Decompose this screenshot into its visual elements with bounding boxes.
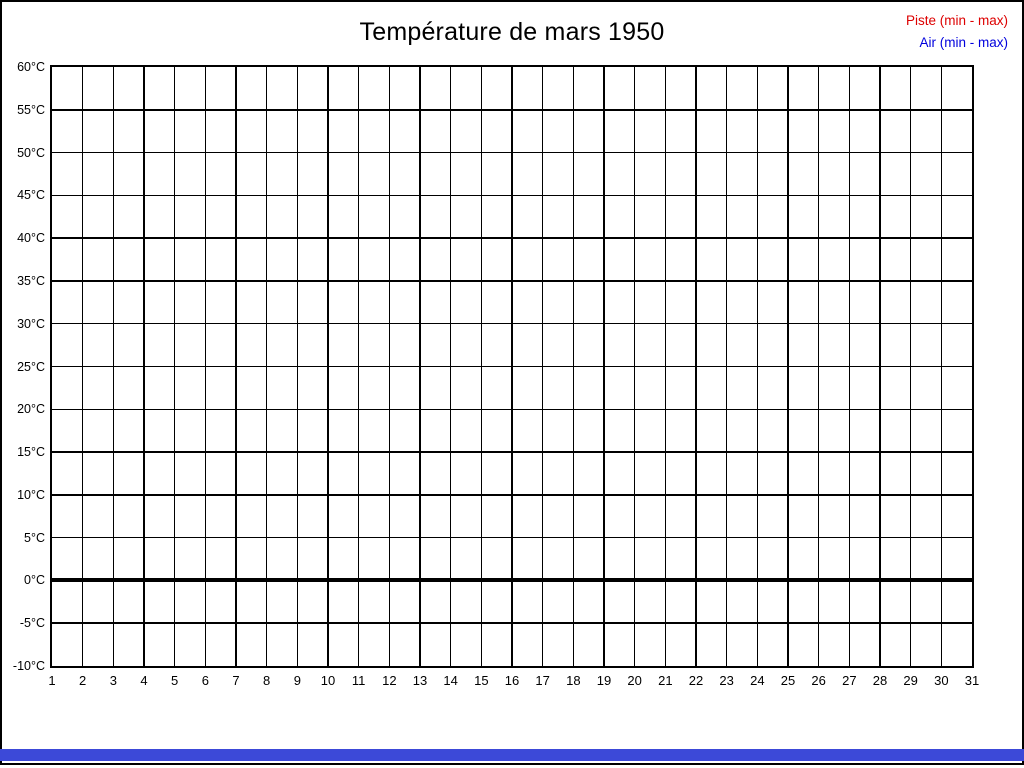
x-tick-label: 16 — [504, 673, 520, 688]
x-tick-label: 24 — [750, 673, 765, 688]
chart-title: Température de mars 1950 — [359, 18, 665, 46]
x-tick-label: 10 — [320, 673, 336, 688]
x-tick-label: 25 — [780, 673, 796, 688]
grid-line-horizontal — [52, 151, 972, 154]
x-tick-label: 12 — [382, 673, 397, 688]
y-tick-label: 60°C — [17, 60, 45, 74]
x-tick-label: 30 — [934, 673, 949, 688]
y-tick-label: 30°C — [17, 316, 45, 331]
plot-area: 1 2 3 4 5 6 7 8 9 10 11 12 13 14 15 16 17 18 19 20 21 22 23 24 2… — [13, 60, 979, 688]
x-tick-label: 18 — [566, 673, 581, 688]
x-tick-label: 19 — [596, 673, 612, 688]
x-tick-label: 6 — [201, 673, 209, 688]
x-tick-label: 13 — [412, 673, 428, 688]
x-tick-label: 29 — [903, 673, 918, 688]
y-tick-label: 15°C — [17, 445, 45, 460]
x-tick-label: 8 — [263, 673, 271, 688]
y-tick-label: -10°C — [12, 659, 45, 673]
x-tick-label: 17 — [535, 673, 550, 688]
y-tick-label: 25°C — [17, 359, 45, 374]
x-tick-label: 7 — [232, 673, 240, 688]
grid-line-horizontal — [52, 536, 972, 539]
x-tick-label: 1 — [48, 673, 56, 688]
x-tick-label: 5 — [171, 673, 179, 688]
x-tick-label: 15 — [474, 673, 489, 688]
x-tick-label: 27 — [842, 673, 857, 688]
grid-line-horizontal — [52, 237, 972, 239]
y-tick-label: 5°C — [24, 530, 45, 545]
y-tick-label: -5°C — [19, 616, 45, 631]
grid-line-horizontal — [52, 622, 972, 624]
y-tick-label: 20°C — [17, 402, 45, 417]
grid-line-horizontal — [52, 322, 972, 325]
x-tick-label: 21 — [658, 673, 673, 688]
zero-degree-line — [52, 578, 972, 583]
grid-line-horizontal — [52, 494, 972, 496]
y-tick-label: 55°C — [17, 102, 45, 117]
x-tick-label: 22 — [688, 673, 704, 688]
y-tick-label: 35°C — [17, 273, 45, 288]
grid-line-horizontal — [52, 194, 972, 197]
x-tick-label: 28 — [872, 673, 888, 688]
x-tick-label: 31 — [964, 673, 980, 688]
legend-item-piste: Piste (min - max) — [905, 13, 1008, 28]
x-tick-label: 4 — [140, 673, 148, 688]
legend: Piste (min - max) Air (min - max) — [906, 10, 1008, 54]
grid-line-horizontal — [52, 365, 972, 368]
x-tick-label: 14 — [443, 673, 458, 688]
x-tick-label: 26 — [811, 673, 826, 688]
grid-line-horizontal — [52, 451, 972, 453]
x-tick-label: 9 — [293, 673, 301, 688]
x-tick-label: 11 — [351, 673, 366, 688]
x-tick-label: 2 — [79, 673, 87, 688]
y-tick-label: 0°C — [24, 573, 45, 588]
y-tick-label: 45°C — [17, 188, 45, 203]
x-tick-label: 20 — [627, 673, 642, 688]
y-tick-label: 10°C — [17, 487, 45, 502]
bottom-bar — [0, 749, 1024, 761]
grid-line-horizontal — [52, 280, 972, 282]
grid-line-horizontal — [52, 109, 972, 111]
x-tick-label: 23 — [719, 673, 734, 688]
y-tick-label: 40°C — [17, 231, 45, 246]
legend-item-air: Air (min - max) — [919, 35, 1009, 50]
x-tick-label: 3 — [109, 673, 117, 688]
grid-line-horizontal — [52, 408, 972, 411]
y-tick-label: 50°C — [17, 145, 45, 160]
